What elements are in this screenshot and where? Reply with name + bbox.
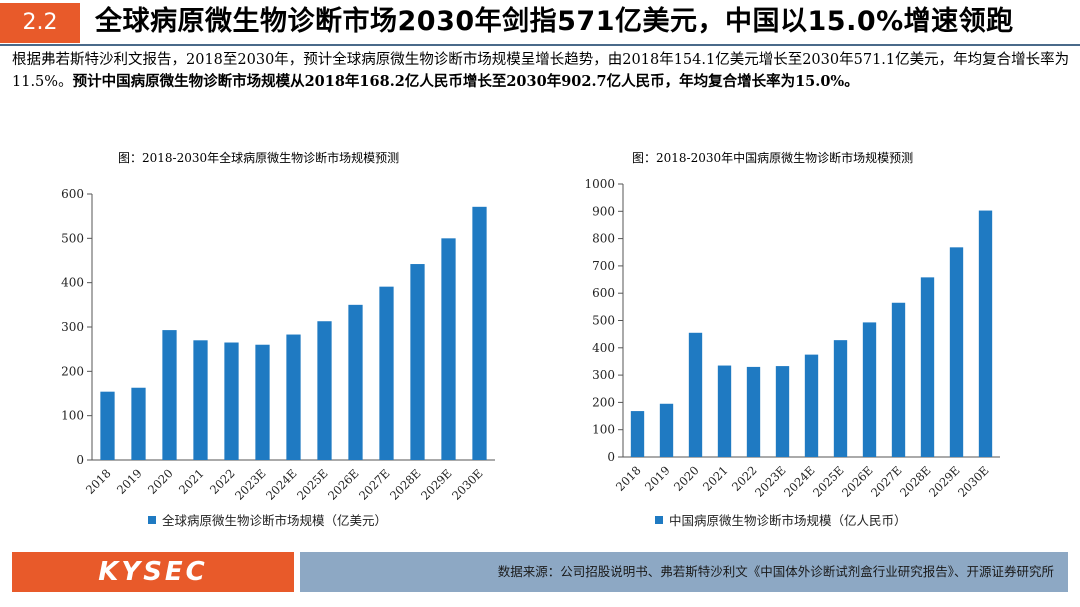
bar-2024E <box>804 354 819 457</box>
y-tick-label: 100 <box>61 409 84 423</box>
x-tick-label: 2020 <box>145 466 176 497</box>
y-tick-label: 600 <box>61 187 84 201</box>
y-tick-label: 500 <box>592 314 615 328</box>
source-text: 数据来源：公司招股说明书、弗若斯特沙利文《中国体外诊断试剂盒行业研究报告》、开源… <box>497 564 1054 579</box>
footer: KYSEC 数据来源：公司招股说明书、弗若斯特沙利文《中国体外诊断试剂盒行业研究… <box>0 552 1080 592</box>
y-tick-label: 500 <box>61 231 84 245</box>
x-tick-label: 2021 <box>700 463 731 494</box>
legend-swatch <box>655 516 663 524</box>
x-tick-label: 2030E <box>449 466 486 503</box>
section-number: 2.2 <box>0 3 80 43</box>
bar-2027E <box>891 302 906 457</box>
x-tick-label: 2020 <box>671 463 702 494</box>
x-tick-label: 2024E <box>781 463 818 500</box>
y-tick-label: 400 <box>592 341 615 355</box>
legend-swatch <box>148 516 156 524</box>
page-title: 全球病原微生物诊断市场2030年剑指571亿美元，中国以15.0%增速领跑 <box>95 6 1014 37</box>
x-tick-label: 2028E <box>897 463 934 500</box>
x-tick-label: 2029E <box>418 466 455 503</box>
bar-2021 <box>717 365 732 457</box>
x-tick-label: 2019 <box>642 463 673 494</box>
logo-bar: KYSEC <box>12 552 294 592</box>
header-divider <box>0 44 1080 46</box>
kysec-logo: KYSEC <box>98 557 208 587</box>
bar-2029E <box>949 247 964 457</box>
y-tick-label: 900 <box>592 204 615 218</box>
y-tick-label: 1000 <box>584 177 615 191</box>
bar-2022 <box>746 366 761 457</box>
source-bar: 数据来源：公司招股说明书、弗若斯特沙利文《中国体外诊断试剂盒行业研究报告》、开源… <box>300 552 1068 592</box>
x-tick-label: 2026E <box>325 466 362 503</box>
bar-2026E <box>348 304 363 460</box>
bar-2023E <box>255 344 270 460</box>
x-tick-label: 2021 <box>176 466 207 497</box>
x-tick-label: 2028E <box>387 466 424 503</box>
bar-2022 <box>224 342 239 460</box>
y-tick-label: 600 <box>592 286 615 300</box>
x-tick-label: 2029E <box>926 463 963 500</box>
bar-2025E <box>833 340 848 457</box>
x-tick-label: 2027E <box>356 466 393 503</box>
bar-2024E <box>286 334 301 460</box>
summary-china: 预计中国病原微生物诊断市场规模从2018年168.2亿人民币增长至2030年90… <box>72 73 859 90</box>
bar-2030E <box>472 206 487 460</box>
chart-title-global: 图：2018-2030年全球病原微生物诊断市场规模预测 <box>118 151 400 165</box>
y-tick-label: 300 <box>61 320 84 334</box>
x-tick-label: 2024E <box>263 466 300 503</box>
bar-2028E <box>410 264 425 460</box>
bar-2029E <box>441 238 456 460</box>
summary-global: 根据弗若斯特沙利文报告，2018至2030年，预计全球病原微生物诊断市场规模呈增… <box>12 52 1070 90</box>
y-tick-label: 700 <box>592 259 615 273</box>
x-tick-label: 2018 <box>83 466 114 497</box>
x-tick-label: 2025E <box>810 463 847 500</box>
bar-2020 <box>688 332 703 457</box>
y-tick-label: 200 <box>61 364 84 378</box>
header: 2.2 全球病原微生物诊断市场2030年剑指571亿美元，中国以15.0%增速领… <box>0 0 1080 46</box>
bar-2028E <box>920 277 935 457</box>
bar-2025E <box>317 321 332 460</box>
bar-2019 <box>659 403 674 457</box>
bar-2018 <box>630 411 645 457</box>
y-tick-label: 200 <box>592 395 615 409</box>
chart-china: 0 100 200 300 400 500 600 700 800 900 1000 20182019… <box>584 177 1000 528</box>
x-tick-label: 2027E <box>868 463 905 500</box>
bar-2019 <box>131 387 146 460</box>
x-tick-label: 2025E <box>294 466 331 503</box>
chart-title-china: 图：2018-2030年中国病原微生物诊断市场规模预测 <box>632 151 914 165</box>
y-tick-label: 400 <box>61 276 84 290</box>
bar-2020 <box>162 330 177 460</box>
y-tick-label: 0 <box>76 453 84 467</box>
x-tick-label: 2018 <box>613 463 644 494</box>
legend-label: 中国病原微生物诊断市场规模（亿人民币） <box>669 513 907 528</box>
x-tick-label: 2023E <box>752 463 789 500</box>
x-tick-label: 2026E <box>839 463 876 500</box>
y-tick-label: 100 <box>592 423 615 437</box>
y-tick-label: 300 <box>592 368 615 382</box>
bar-2023E <box>775 366 790 457</box>
summary-paragraph: 根据弗若斯特沙利文报告，2018至2030年，预计全球病原微生物诊断市场规模呈增… <box>12 50 1072 93</box>
bar-2027E <box>379 286 394 460</box>
bar-2030E <box>978 210 993 457</box>
legend-label: 全球病原微生物诊断市场规模（亿美元） <box>162 513 387 528</box>
x-tick-label: 2030E <box>955 463 992 500</box>
y-tick-label: 800 <box>592 232 615 246</box>
x-tick-label: 2023E <box>232 466 269 503</box>
x-tick-label: 2019 <box>114 466 145 497</box>
y-tick-label: 0 <box>607 450 615 464</box>
bar-2026E <box>862 322 877 457</box>
bar-2021 <box>193 340 208 460</box>
bar-2018 <box>100 391 115 460</box>
